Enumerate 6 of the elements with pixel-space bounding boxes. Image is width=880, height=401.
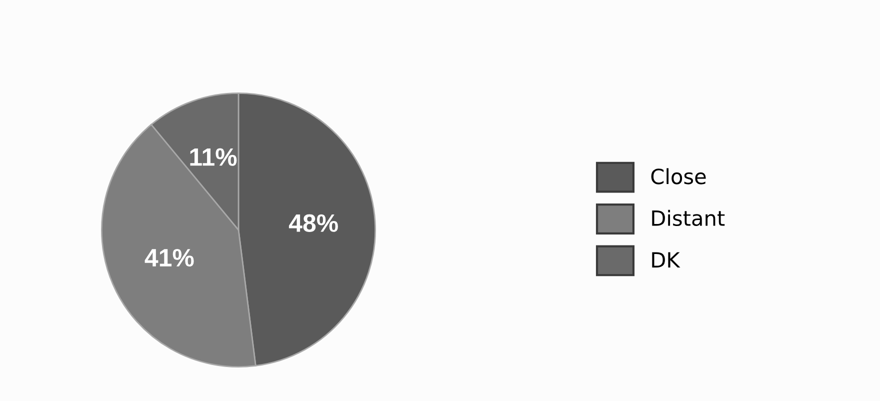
legend-label: Close	[651, 168, 706, 184]
data-label: 41%	[144, 248, 194, 267]
data-label: 11%	[190, 148, 237, 166]
legend-label: DK	[652, 252, 680, 268]
legend-label: Distant	[652, 210, 725, 226]
data-label: 48%	[288, 214, 338, 232]
